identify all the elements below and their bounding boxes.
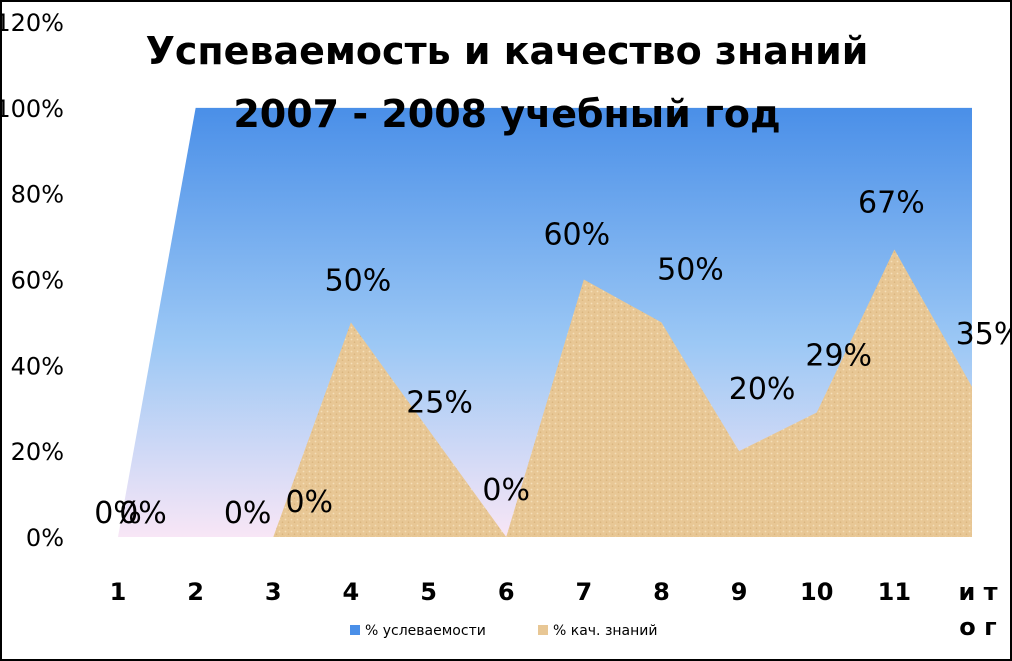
chart-title: Успеваемость и качество знаний 2007 - 200… [146,29,869,136]
y-axis: 0% 20% 40% 60% 80% 100% 120% [2,9,64,552]
series-areas [118,107,972,538]
data-label-success: 0% [119,496,167,531]
y-tick-label: 80% [11,181,64,209]
data-label-quality: 50% [657,252,724,287]
data-label-quality: 0% [94,496,142,531]
x-tick-label: 4 [343,578,360,606]
data-label-quality: 29% [805,339,872,374]
x-tick-label: 6 [498,578,515,606]
x-tick-label: 8 [653,578,670,606]
chart-title-line: 2007 - 2008 учебный год [233,92,780,136]
data-label-quality: 60% [543,218,610,253]
data-label-quality: 0% [285,485,333,520]
x-tick-label: о г [959,613,996,641]
x-tick-label: 10 [800,578,833,606]
x-tick-label: 1 [110,578,127,606]
x-tick-label: 11 [878,578,911,606]
data-label-quality: 0% [482,473,530,508]
data-labels: 0%0%0%0%50%25%0%60%50%20%29%67%35% [94,185,1010,531]
x-tick-label: 9 [731,578,748,606]
x-tick-label: 7 [575,578,592,606]
x-tick-label: 3 [265,578,282,606]
y-tick-label: 0% [26,524,64,552]
y-tick-label: 20% [11,438,64,466]
legend-label: % услеваемости [365,623,486,639]
data-label-quality: 25% [406,386,473,421]
y-tick-label: 40% [11,352,64,380]
chart-title-line: Успеваемость и качество знаний [146,29,869,73]
legend-swatch [350,625,360,635]
data-label-quality: 35% [956,317,1010,352]
series-area-quality [118,249,972,538]
data-label-quality: 50% [325,263,392,298]
x-tick-label: и т [958,578,997,606]
legend: % услеваемости % кач. знаний [350,623,658,639]
y-tick-label: 60% [11,267,64,295]
data-label-quality: 20% [729,372,796,407]
y-tick-label: 100% [2,95,64,123]
data-label-quality: 0% [224,496,272,531]
y-tick-label: 120% [2,9,64,37]
legend-swatch [538,625,548,635]
legend-label: % кач. знаний [553,623,658,639]
x-axis: 1 2 3 4 5 6 7 8 9 10 11 и т о г [110,578,998,641]
x-tick-label: 5 [420,578,437,606]
x-tick-label: 2 [187,578,204,606]
data-label-quality: 67% [858,185,925,220]
